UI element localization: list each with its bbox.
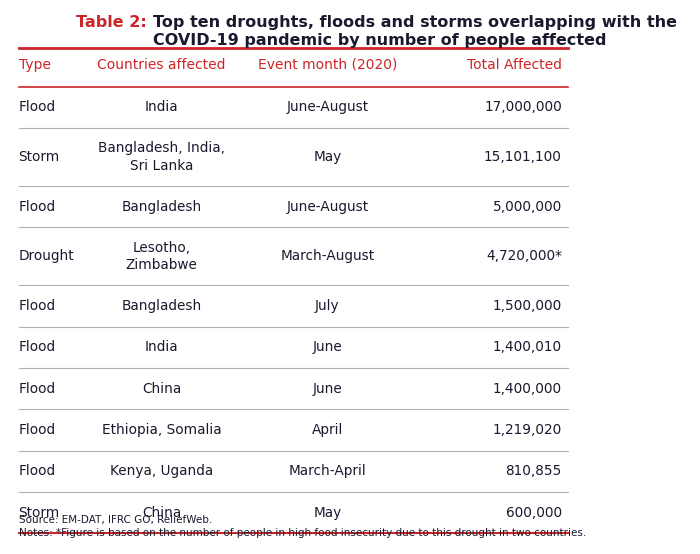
Text: 4,720,000*: 4,720,000* (486, 249, 562, 263)
Text: 1,500,000: 1,500,000 (493, 299, 562, 313)
Text: March-April: March-April (288, 464, 366, 478)
Text: 5,000,000: 5,000,000 (493, 200, 562, 214)
Text: Flood: Flood (18, 200, 56, 214)
Text: Lesotho,
Zimbabwe: Lesotho, Zimbabwe (125, 240, 197, 272)
Text: Flood: Flood (18, 423, 56, 437)
Text: 17,000,000: 17,000,000 (484, 100, 562, 115)
Text: Top ten droughts, floods and storms overlapping with the
COVID-19 pandemic by nu: Top ten droughts, floods and storms over… (153, 15, 677, 48)
Text: Flood: Flood (18, 464, 56, 478)
Text: Notes: *Figure is based on the number of people in high food insecurity due to t: Notes: *Figure is based on the number of… (18, 528, 586, 538)
Text: China: China (142, 506, 181, 520)
Text: India: India (145, 100, 178, 115)
Text: Kenya, Uganda: Kenya, Uganda (110, 464, 214, 478)
Text: Ethiopia, Somalia: Ethiopia, Somalia (102, 423, 221, 437)
Text: Bangladesh, India,
Sri Lanka: Bangladesh, India, Sri Lanka (98, 141, 225, 173)
Text: Bangladesh: Bangladesh (121, 299, 202, 313)
Text: 1,400,010: 1,400,010 (493, 340, 562, 354)
Text: 600,000: 600,000 (506, 506, 562, 520)
Text: May: May (314, 150, 342, 164)
Text: March-August: March-August (280, 249, 374, 263)
Text: Flood: Flood (18, 340, 56, 354)
Text: April: April (312, 423, 343, 437)
Text: Total Affected: Total Affected (467, 58, 562, 72)
Text: Drought: Drought (18, 249, 74, 263)
Text: July: July (315, 299, 340, 313)
Text: Flood: Flood (18, 100, 56, 115)
Text: Flood: Flood (18, 299, 56, 313)
Text: Table 2:: Table 2: (76, 15, 152, 30)
Text: Event month (2020): Event month (2020) (258, 58, 397, 72)
Text: Countries affected: Countries affected (97, 58, 226, 72)
Text: Storm: Storm (18, 150, 60, 164)
Text: June-August: June-August (286, 100, 368, 115)
Text: Flood: Flood (18, 382, 56, 396)
Text: 1,400,000: 1,400,000 (493, 382, 562, 396)
Text: India: India (145, 340, 178, 354)
Text: 1,219,020: 1,219,020 (493, 423, 562, 437)
Text: Source: EM-DAT, IFRC GO, ReliefWeb.: Source: EM-DAT, IFRC GO, ReliefWeb. (18, 515, 212, 525)
Text: Type: Type (18, 58, 50, 72)
Text: June-August: June-August (286, 200, 368, 214)
Text: 15,101,100: 15,101,100 (484, 150, 562, 164)
Text: June: June (312, 340, 342, 354)
Text: May: May (314, 506, 342, 520)
Text: June: June (312, 382, 342, 396)
Text: Bangladesh: Bangladesh (121, 200, 202, 214)
Text: China: China (142, 382, 181, 396)
Text: 810,855: 810,855 (505, 464, 562, 478)
Text: Storm: Storm (18, 506, 60, 520)
